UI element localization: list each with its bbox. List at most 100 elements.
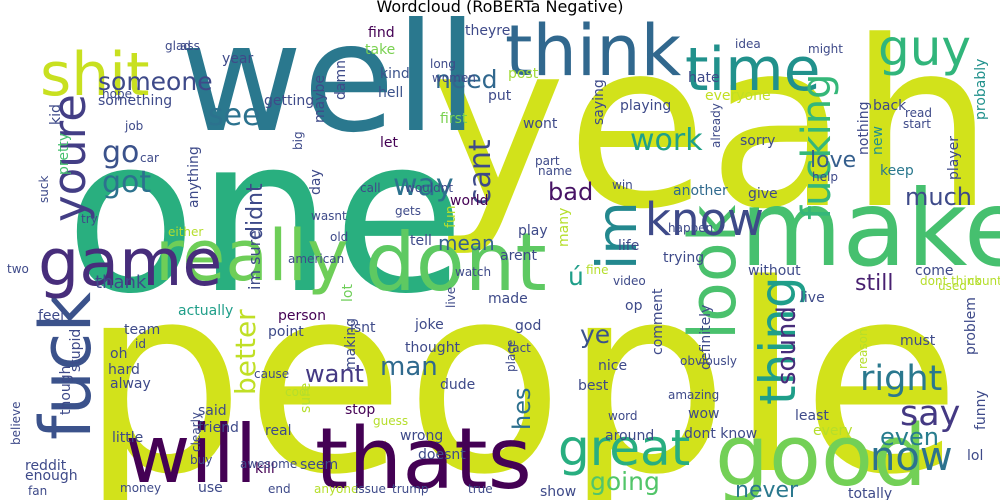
word-sound: sound	[772, 306, 802, 385]
word-say: say	[900, 394, 960, 434]
word-keep: keep	[880, 163, 914, 179]
word-suck: suck	[37, 176, 51, 203]
word-need: need	[435, 65, 497, 94]
word-going: going	[590, 467, 660, 496]
word-point: point	[268, 324, 304, 340]
word-though: though	[58, 365, 74, 415]
word-id: id	[135, 337, 146, 351]
word-life: life	[618, 238, 639, 254]
word-bad: bad	[548, 178, 593, 206]
word-someone: someone	[98, 67, 213, 96]
word-lot: lot	[340, 284, 356, 302]
word-great: great	[558, 419, 690, 477]
word-want: want	[305, 360, 364, 388]
word-either: either	[168, 225, 203, 239]
word-joke: joke	[414, 317, 444, 333]
word-yeah: yeah	[430, 0, 994, 260]
word-trying: trying	[663, 250, 704, 266]
word-mean: mean	[438, 231, 495, 255]
word-end: end	[268, 482, 291, 496]
word-kid: kid	[48, 104, 64, 125]
word-buy: buy	[190, 453, 212, 467]
word-trump: trump	[392, 482, 429, 496]
word-kill: kill	[255, 461, 275, 477]
word-try: try	[81, 212, 98, 226]
word-car: car	[140, 151, 159, 165]
word-clearly: clearly	[189, 412, 203, 452]
word-didnt: didnt	[243, 183, 268, 240]
word-hell: hell	[378, 85, 403, 101]
word-never: never	[735, 478, 799, 500]
word-fan: fan	[28, 484, 47, 498]
word-post: post	[508, 66, 539, 82]
word-look: look	[676, 204, 751, 340]
word-guess: guess	[373, 414, 408, 428]
word-know: know	[645, 193, 764, 246]
word-hope: hope	[102, 87, 132, 101]
word-money: money	[120, 481, 161, 495]
word-video: video	[613, 274, 646, 288]
word-fucking: fucking	[794, 74, 840, 220]
word-cool: cool	[285, 385, 310, 399]
word-fuck: fuck	[25, 292, 107, 440]
word-wrong: wrong	[400, 428, 443, 444]
word-anything: anything	[186, 146, 202, 208]
word-tell: tell	[410, 233, 432, 249]
word-best: best	[578, 378, 609, 394]
word-word: word	[608, 409, 638, 423]
word-big: big	[291, 131, 305, 150]
word-wont: wont	[523, 116, 558, 132]
word-damn: damn	[333, 60, 349, 100]
word-hes: hes	[508, 388, 536, 430]
word-back: back	[873, 98, 907, 114]
word-funny: funny	[973, 390, 989, 430]
word-op: op	[625, 298, 643, 314]
word-name: name	[538, 164, 572, 178]
word-already: already	[709, 103, 723, 148]
word-work: work	[630, 123, 703, 158]
word-wasnt: wasnt	[311, 209, 347, 223]
word-fine: fine	[586, 263, 609, 277]
word-wouldnt: wouldnt	[405, 181, 453, 195]
word-hard: hard	[108, 362, 140, 378]
word-think: think	[505, 10, 682, 92]
word-might: might	[808, 42, 843, 56]
word-dude: dude	[440, 377, 475, 393]
word-first: first	[440, 111, 468, 127]
word-feel: feel	[38, 308, 64, 324]
word-give: give	[748, 186, 778, 202]
word-year: year	[222, 51, 253, 67]
word-cant: cant	[463, 139, 498, 205]
word-much: much	[905, 183, 972, 211]
word-im-sure: im sure	[245, 230, 264, 290]
word-people: people	[80, 230, 961, 500]
word-well: well	[180, 0, 478, 166]
word-fun: fun	[443, 205, 459, 228]
word-least: least	[795, 408, 829, 424]
word-something: something	[98, 93, 172, 109]
word-actually: actually	[178, 303, 233, 319]
word-world: world	[450, 193, 489, 209]
word-cause: cause	[254, 367, 289, 381]
word-find: find	[368, 25, 395, 41]
word-many: many	[556, 208, 572, 247]
word-god: god	[515, 318, 541, 334]
word-come: come	[915, 263, 954, 279]
word-man: man	[380, 352, 438, 382]
word-happen: happen	[668, 221, 713, 235]
word-one: one	[65, 90, 465, 341]
word-wow: wow	[688, 406, 719, 422]
word-part: part	[535, 154, 560, 168]
word-problem: problem	[963, 297, 979, 355]
word-stop: stop	[345, 402, 375, 418]
word-enough: enough	[25, 468, 78, 484]
word-thank: thank	[95, 272, 147, 293]
word-dont: dont	[365, 216, 547, 309]
word-dont-think: dont think	[920, 274, 981, 288]
word-long: long	[430, 57, 456, 71]
word-nothing: nothing	[856, 102, 872, 155]
word-awesome: awesome	[240, 457, 297, 471]
word-doesnt: doesnt	[418, 447, 466, 463]
word-right: right	[860, 359, 942, 399]
word-arent: arent	[500, 248, 538, 264]
